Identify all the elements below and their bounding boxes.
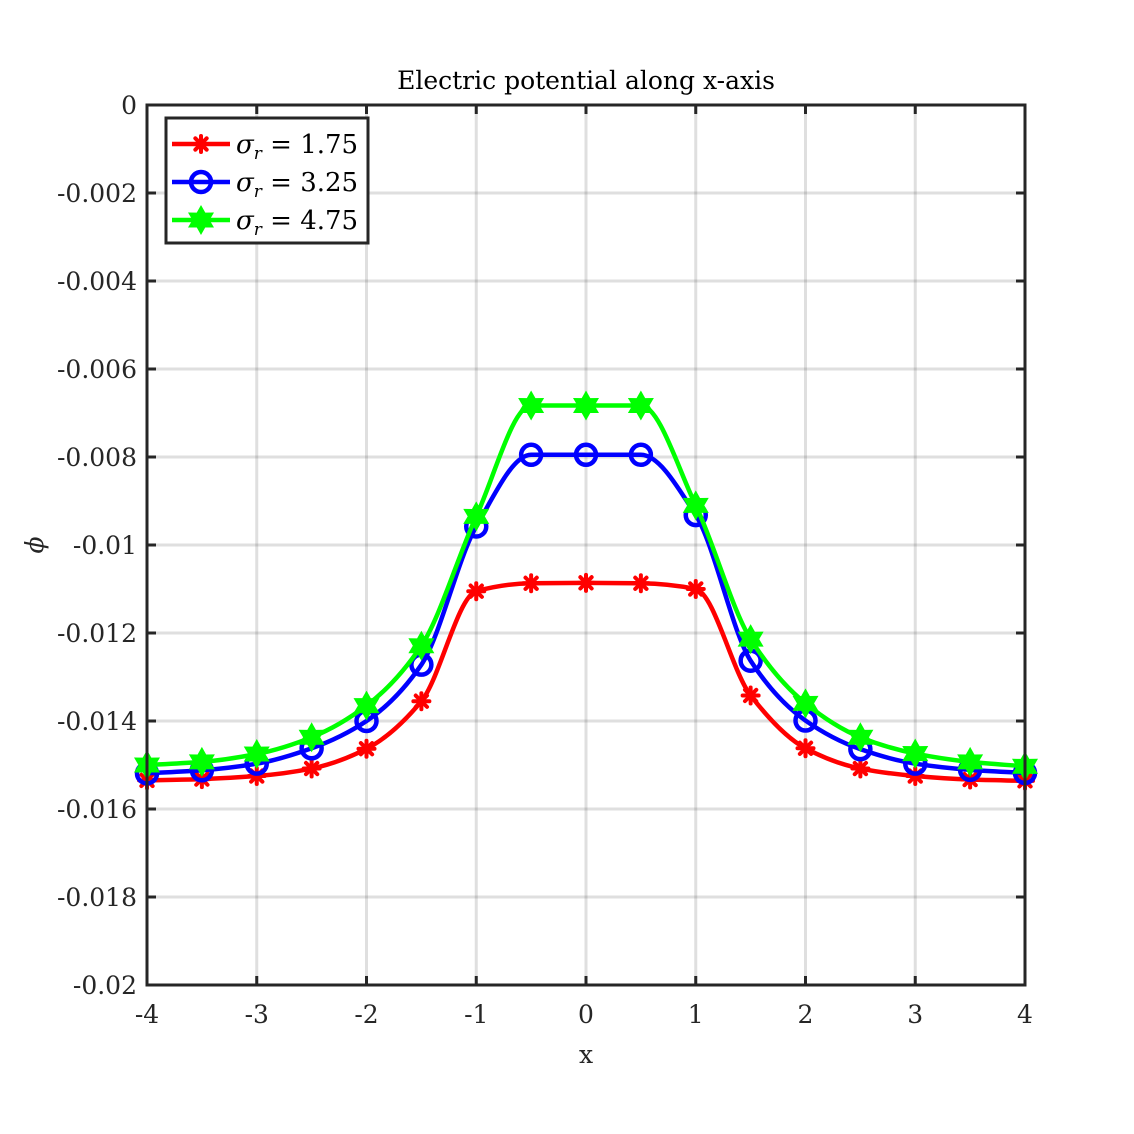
data-point-marker [957, 746, 984, 777]
data-point-marker [518, 442, 544, 468]
x-axis-label: x [579, 1040, 593, 1069]
legend-marker [188, 204, 214, 236]
x-tick-label: 2 [798, 1000, 814, 1029]
y-tick-label: -0.02 [73, 971, 137, 1000]
data-point-marker [740, 685, 761, 706]
legend-marker [191, 134, 211, 154]
y-tick-label: -0.002 [57, 179, 137, 208]
y-tick-label: -0.004 [57, 267, 137, 296]
y-axis-label: ϕ [20, 536, 49, 553]
data-point-marker [463, 501, 490, 532]
y-tick-label: -0.01 [73, 531, 137, 560]
y-tick-label: -0.008 [57, 443, 137, 472]
legend-item: σr = 3.25 [172, 168, 358, 202]
legend-label: σr = 3.25 [236, 168, 358, 202]
data-point-marker [795, 738, 816, 759]
x-tick-label: -1 [464, 1000, 488, 1029]
data-point-marker [682, 490, 709, 521]
data-point-marker [573, 442, 599, 468]
grid [145, 103, 1027, 987]
y-tick-label: 0 [121, 91, 137, 120]
data-point-marker [576, 572, 596, 593]
x-tick-label: -2 [354, 1000, 378, 1029]
data-point-marker [847, 722, 874, 753]
data-point-marker [411, 691, 432, 712]
x-tick-label: 1 [688, 1000, 704, 1029]
legend-item: σr = 4.75 [172, 204, 358, 240]
legend-marker [188, 169, 214, 195]
chart-title: Electric potential along x-axis [397, 66, 775, 95]
data-point-marker [301, 758, 322, 779]
data-point-marker [573, 390, 599, 421]
data-point-marker [521, 573, 542, 594]
plot-area [147, 105, 1025, 985]
data-point-marker [353, 690, 380, 721]
data-point-marker [298, 722, 325, 753]
ticks: -4 -3 -2 -1 0 1 2 3 4 0 -0.002 -0.004 -0.006 -0.008 -0… [57, 91, 1033, 1029]
y-tick-label: -0.006 [57, 355, 137, 384]
data-point-marker [628, 442, 654, 468]
data-point-marker [685, 579, 706, 599]
data-point-marker [737, 624, 764, 655]
x-tick-label: -3 [245, 1000, 269, 1029]
legend-label: σr = 4.75 [236, 206, 358, 240]
legend-item: σr = 1.75 [172, 130, 358, 164]
data-point-marker [356, 738, 377, 759]
data-point-marker [630, 573, 651, 594]
y-tick-label: -0.014 [57, 707, 137, 736]
x-tick-label: -4 [135, 1000, 159, 1029]
legend: σr = 1.75 σr = 3.25 σr = 4.75 [164, 116, 370, 245]
x-tick-label: 3 [907, 1000, 923, 1029]
x-tick-label: 0 [578, 1000, 594, 1029]
legend-label: σr = 1.75 [236, 130, 358, 164]
data-point-marker [466, 581, 487, 602]
data-point-marker [188, 746, 215, 777]
data-point-marker [850, 758, 871, 779]
data-point-marker [243, 738, 270, 770]
series-3 [134, 390, 1038, 782]
data-point-marker [792, 688, 819, 719]
data-point-marker [627, 390, 654, 421]
data-point-marker [408, 630, 435, 661]
y-tick-label: -0.016 [57, 795, 137, 824]
y-tick-label: -0.018 [57, 883, 137, 912]
data-point-marker [902, 738, 929, 769]
x-tick-label: 4 [1017, 1000, 1033, 1029]
data-point-marker [518, 390, 545, 421]
y-tick-label: -0.012 [57, 619, 137, 648]
